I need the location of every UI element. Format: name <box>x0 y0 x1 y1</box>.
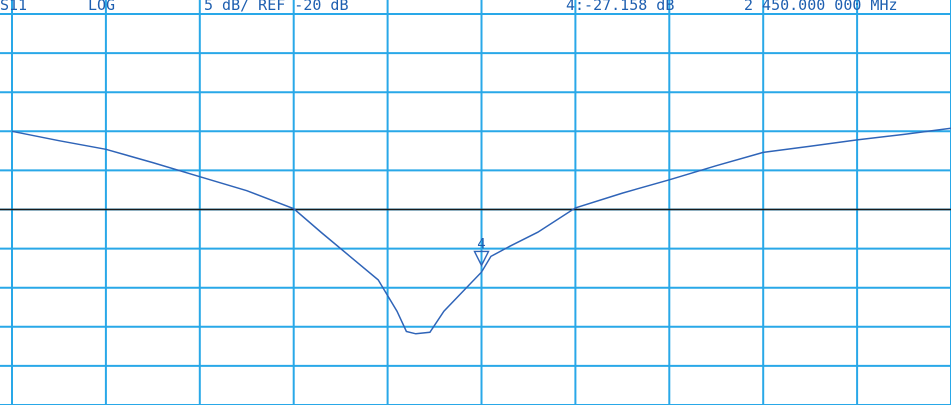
trace-line <box>11 127 951 335</box>
format-label: LOG <box>88 0 116 14</box>
marker-frequency: 2 450.000 000 MHz <box>744 0 898 14</box>
marker-readout: 4:-27.158 dB <box>566 0 675 14</box>
scale-ref-label: 5 dB/ REF -20 dB <box>204 0 349 14</box>
marker-triangle <box>473 250 490 268</box>
marker-group: 4 <box>473 236 490 268</box>
marker-label: 4 <box>477 236 485 252</box>
param-label: S11 <box>0 0 28 14</box>
